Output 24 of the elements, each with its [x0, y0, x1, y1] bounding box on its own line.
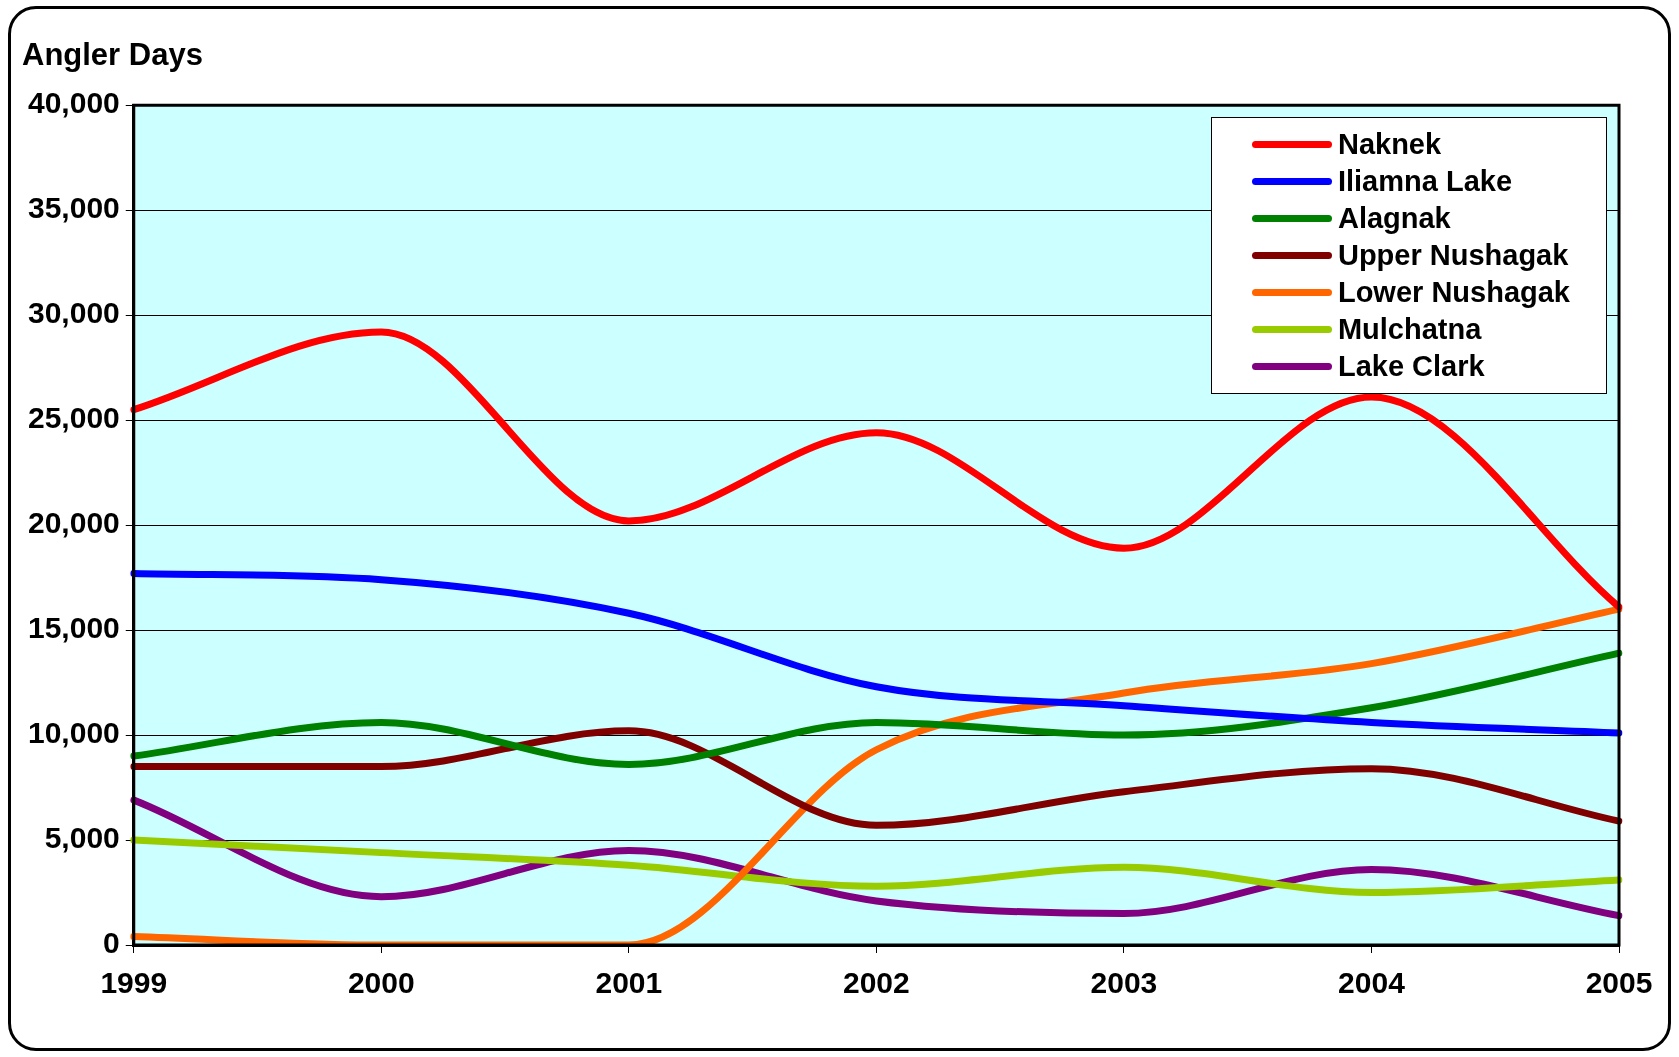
x-tick-label: 2004	[1338, 966, 1406, 1000]
y-tick-label: 25,000	[27, 401, 120, 435]
y-tick-label: 30,000	[27, 296, 120, 330]
legend-label: Alagnak	[1337, 202, 1451, 236]
legend-label: Lake Clark	[1337, 350, 1485, 384]
y-tick-label: 40,000	[27, 86, 120, 120]
x-tick-label: 2003	[1090, 966, 1158, 1000]
x-tick-label: 1999	[100, 966, 168, 1000]
x-tick-label: 2000	[347, 966, 415, 1000]
y-tick-label: 5,000	[44, 821, 120, 855]
y-tick-label: 10,000	[27, 716, 120, 750]
legend-label: Lower Nushagak	[1337, 276, 1570, 310]
y-tick-label: 15,000	[27, 611, 120, 645]
y-tick-label: 20,000	[27, 506, 120, 540]
legend-label: Mulchatna	[1337, 313, 1482, 347]
x-tick-label: 2002	[843, 966, 910, 1000]
y-axis-title: Angler Days	[22, 37, 203, 73]
y-tick-label: 35,000	[27, 191, 120, 225]
legend-label: Iliamna Lake	[1337, 165, 1513, 199]
legend-label: Naknek	[1337, 128, 1442, 162]
x-tick-label: 2005	[1585, 966, 1653, 1000]
legend-label: Upper Nushagak	[1337, 239, 1569, 273]
y-tick-label: 0	[103, 926, 120, 960]
x-tick-label: 2001	[595, 966, 663, 1000]
